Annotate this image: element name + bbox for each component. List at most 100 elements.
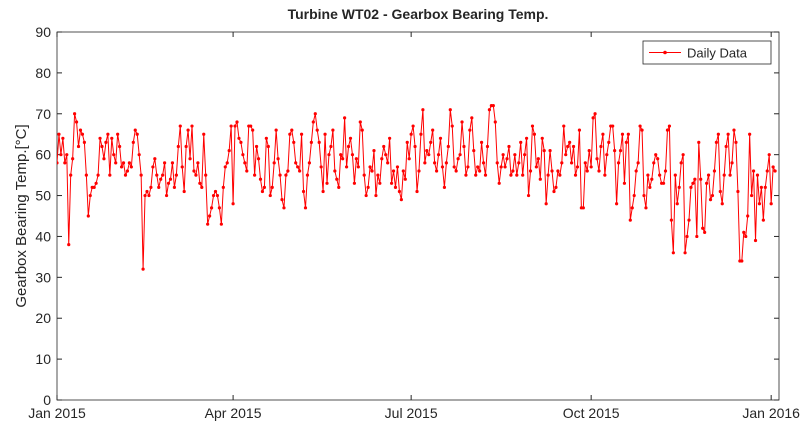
data-point — [219, 222, 223, 226]
data-point — [333, 169, 337, 173]
data-point — [311, 120, 315, 124]
data-point — [536, 157, 540, 161]
data-point — [624, 140, 628, 144]
y-tick-label: 30 — [35, 269, 51, 285]
data-point — [632, 193, 636, 198]
data-point — [736, 189, 740, 194]
data-point — [763, 185, 767, 189]
data-point — [305, 173, 310, 177]
data-point — [622, 181, 627, 185]
data-point — [415, 189, 419, 194]
data-point — [170, 161, 175, 165]
data-point — [215, 193, 220, 198]
data-point — [237, 136, 241, 140]
data-point — [479, 140, 484, 144]
data-point — [538, 177, 542, 181]
data-point — [505, 157, 509, 161]
data-point — [182, 189, 186, 194]
data-point — [151, 165, 155, 169]
data-point — [360, 128, 364, 132]
data-point — [409, 132, 413, 136]
data-point — [223, 165, 227, 169]
data-point — [71, 157, 75, 161]
data-point — [417, 169, 421, 173]
data-point — [519, 140, 523, 144]
data-point — [127, 161, 131, 165]
data-point — [532, 132, 537, 136]
data-point — [161, 173, 165, 177]
data-point — [431, 128, 435, 132]
data-point — [211, 193, 216, 198]
data-point — [225, 161, 229, 165]
data-point — [358, 120, 362, 124]
data-point — [638, 124, 642, 128]
data-point — [315, 128, 319, 132]
data-point — [499, 165, 503, 169]
data-point — [748, 132, 752, 136]
data-point — [644, 206, 648, 210]
data-point — [319, 165, 323, 169]
data-point — [456, 157, 460, 161]
data-point — [59, 153, 63, 157]
y-tick-label: 0 — [43, 392, 51, 408]
y-tick-label: 60 — [35, 147, 51, 163]
data-point — [386, 161, 390, 165]
data-point — [268, 193, 272, 198]
data-point — [243, 161, 247, 165]
data-point — [67, 243, 71, 247]
data-point — [350, 153, 355, 157]
data-point — [294, 161, 298, 165]
data-point — [116, 132, 120, 136]
data-point — [701, 226, 705, 230]
data-point — [677, 185, 681, 189]
data-point — [759, 185, 763, 189]
data-point — [671, 251, 675, 255]
data-point — [517, 161, 521, 165]
data-point — [141, 267, 145, 271]
data-point — [483, 173, 488, 177]
data-point — [765, 169, 769, 173]
data-point — [270, 185, 274, 189]
data-point — [421, 108, 425, 112]
data-point — [366, 185, 370, 189]
data-point — [507, 144, 511, 149]
data-point — [427, 153, 431, 157]
y-tick-label: 70 — [35, 106, 51, 122]
data-point — [577, 128, 582, 132]
data-point — [474, 173, 478, 177]
data-point — [703, 230, 707, 234]
data-point — [685, 234, 689, 239]
data-point — [133, 128, 137, 132]
data-point — [149, 185, 153, 189]
data-point — [374, 193, 378, 198]
data-point — [554, 185, 558, 189]
data-point — [254, 144, 259, 149]
data-point — [325, 181, 329, 185]
data-point — [159, 177, 163, 181]
data-point — [401, 169, 405, 173]
data-point — [73, 112, 77, 116]
data-point — [208, 214, 212, 218]
data-point — [460, 120, 464, 124]
data-point — [706, 173, 711, 177]
chart-title: Turbine WT02 - Gearbox Bearing Temp. — [288, 6, 549, 22]
legend-label: Daily Data — [687, 46, 748, 61]
data-point — [188, 157, 192, 161]
data-point — [585, 169, 589, 173]
data-point — [603, 173, 607, 177]
data-point — [771, 165, 775, 169]
x-tick-label: Jan 2015 — [28, 405, 86, 421]
data-point — [166, 181, 171, 185]
data-point — [174, 173, 178, 177]
data-point — [241, 153, 245, 157]
data-point — [184, 144, 188, 149]
data-point — [202, 132, 206, 136]
data-point — [534, 165, 538, 169]
data-point — [550, 169, 554, 173]
data-point — [689, 185, 693, 189]
data-point — [722, 173, 726, 177]
data-point — [515, 173, 519, 177]
data-point — [362, 173, 366, 177]
data-point — [726, 132, 730, 136]
